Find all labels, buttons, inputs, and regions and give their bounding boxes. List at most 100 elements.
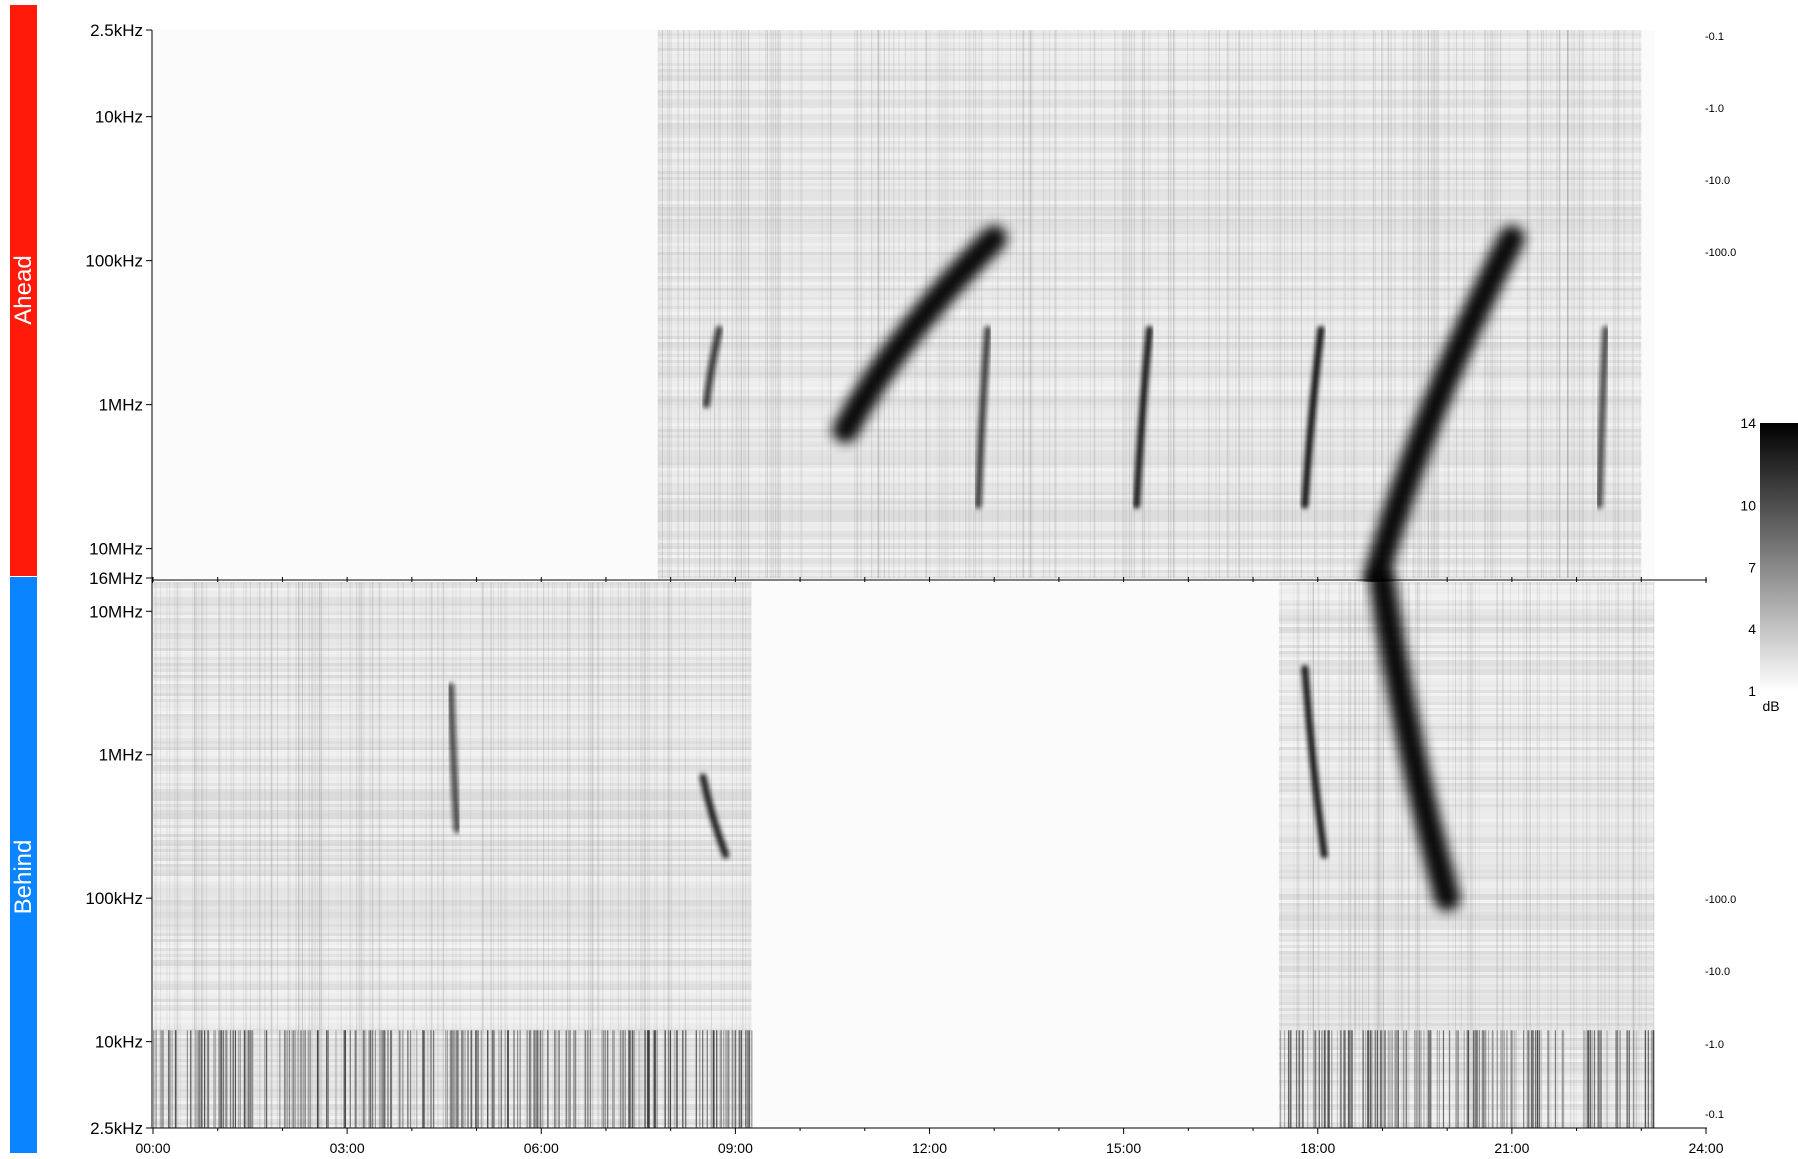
spectrogram-stripe: [657, 87, 1642, 90]
low-frequency-streak: [1283, 1030, 1286, 1128]
spectrogram-streak: [1381, 30, 1383, 578]
spectrogram-streak: [397, 582, 399, 1128]
spectrogram-streak: [371, 582, 373, 1128]
spectrogram-streak: [720, 582, 722, 1128]
spectrogram-streak: [773, 30, 775, 578]
ahead-bursts: [702, 225, 1610, 591]
spectrogram-stripe: [1278, 978, 1655, 981]
spectrogram-streak: [569, 582, 571, 1128]
low-frequency-streak: [513, 1030, 515, 1128]
spectrogram-streak: [1028, 30, 1030, 578]
low-frequency-streak: [1389, 1030, 1391, 1128]
spectrogram-streak: [1381, 30, 1383, 578]
spectrogram-streak: [1353, 582, 1355, 1128]
spectrogram-streak: [1192, 30, 1194, 578]
spectrogram-streak: [1626, 582, 1628, 1128]
spectrogram-stripe: [657, 576, 1642, 579]
spectrogram-streak: [1568, 30, 1570, 578]
low-frequency-streak: [303, 1030, 305, 1128]
spectrogram-stripe: [657, 75, 1642, 78]
spectrogram-streak: [311, 582, 313, 1128]
spectrogram-streak: [910, 30, 912, 578]
spectrogram-streak: [1617, 30, 1619, 578]
spectrogram-stripe: [153, 984, 752, 987]
low-frequency-streak: [1510, 1030, 1512, 1128]
behind-burst: [1369, 569, 1461, 912]
low-frequency-streak: [232, 1030, 234, 1128]
spectrogram-stripe: [1278, 1008, 1655, 1011]
low-frequency-streak: [286, 1030, 288, 1128]
spectrogram-stripe: [657, 258, 1642, 261]
spectrogram-streak: [667, 30, 669, 578]
spectrogram-streak: [1247, 30, 1249, 578]
spectrogram-streak: [1341, 582, 1343, 1128]
spectrogram-stripe: [657, 321, 1642, 324]
spectrogram-streak: [513, 582, 515, 1128]
spectrogram-streak: [321, 582, 323, 1128]
spectrogram-streak: [959, 30, 961, 578]
spectrogram-stripe: [1278, 594, 1655, 597]
spectrogram-streak: [877, 30, 879, 578]
low-frequency-streak: [633, 1030, 635, 1128]
spectrogram-stripe: [1278, 723, 1655, 726]
spectrogram-stripe: [153, 963, 752, 966]
low-frequency-streak: [1478, 1030, 1480, 1128]
spectrogram-streak: [349, 582, 351, 1128]
spectrogram-streak: [670, 30, 672, 578]
low-frequency-streak: [369, 1030, 371, 1128]
spectrogram-streak: [1634, 582, 1636, 1128]
spectrogram-streak: [1421, 30, 1423, 578]
low-frequency-streak: [1644, 1030, 1647, 1128]
spectrogram-streak: [1613, 30, 1615, 578]
spectrogram-streak: [830, 30, 832, 578]
spectrogram-streak: [1632, 582, 1634, 1128]
ahead-burst: [702, 325, 723, 409]
low-frequency-streak: [725, 1030, 727, 1128]
low-frequency-streak: [1600, 1030, 1602, 1128]
spectrogram-stripe: [153, 666, 752, 669]
spectrogram-streak: [452, 582, 454, 1128]
spectrogram-stripe: [153, 1038, 752, 1041]
low-frequency-streak: [1301, 1030, 1303, 1128]
spectrogram-streak: [1208, 30, 1210, 578]
spectrogram-stripe: [657, 426, 1642, 429]
low-frequency-streak: [402, 1030, 404, 1128]
spectrogram-streak: [1354, 30, 1356, 578]
spectrogram-stripe: [1278, 798, 1655, 801]
spectrogram-stripe: [657, 150, 1642, 153]
spectrogram-streak: [601, 582, 603, 1128]
spectrogram-stripe: [657, 540, 1642, 543]
low-frequency-streak: [612, 1030, 614, 1128]
spectrogram-streak: [687, 582, 689, 1128]
spectrogram-streak: [561, 582, 563, 1128]
spectrogram-stripe: [153, 1125, 752, 1128]
spectrogram-stripe: [657, 213, 1642, 216]
spectrogram-streak: [314, 582, 316, 1128]
spectrogram-streak: [519, 582, 521, 1128]
low-frequency-streak: [731, 1030, 733, 1128]
spectrogram-stripe: [1278, 789, 1655, 792]
spectrogram-streak: [299, 582, 301, 1128]
low-frequency-streak: [738, 1030, 741, 1128]
spectrogram-streak: [1141, 30, 1143, 578]
low-frequency-streak: [675, 1030, 677, 1128]
low-frequency-streak: [629, 1030, 631, 1128]
spectrogram-streak: [688, 30, 690, 578]
spectrogram-streak: [1575, 582, 1577, 1128]
low-frequency-streak: [416, 1030, 418, 1128]
spectrogram-stripe: [657, 54, 1642, 57]
spectrogram-stripe: [153, 1035, 752, 1038]
spectrogram-streak: [1348, 582, 1350, 1128]
spectrogram-streak: [1375, 582, 1377, 1128]
spectrogram-stripe: [153, 1011, 752, 1014]
spectrogram-streak: [1523, 582, 1525, 1128]
spectrogram-streak: [664, 30, 666, 578]
spectrogram-streak: [1023, 30, 1025, 578]
spectrogram-streak: [739, 582, 741, 1128]
spectrogram-streak: [1403, 30, 1405, 578]
spectrogram-stripe: [153, 1002, 752, 1005]
spectrogram-stripe: [153, 822, 752, 825]
spectrogram-streak: [1358, 582, 1360, 1128]
y-tick-label: 100kHz: [85, 252, 143, 271]
